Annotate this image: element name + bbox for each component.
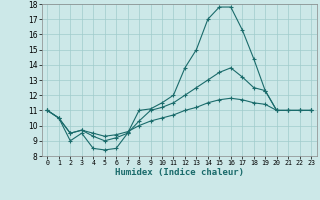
X-axis label: Humidex (Indice chaleur): Humidex (Indice chaleur) bbox=[115, 168, 244, 177]
